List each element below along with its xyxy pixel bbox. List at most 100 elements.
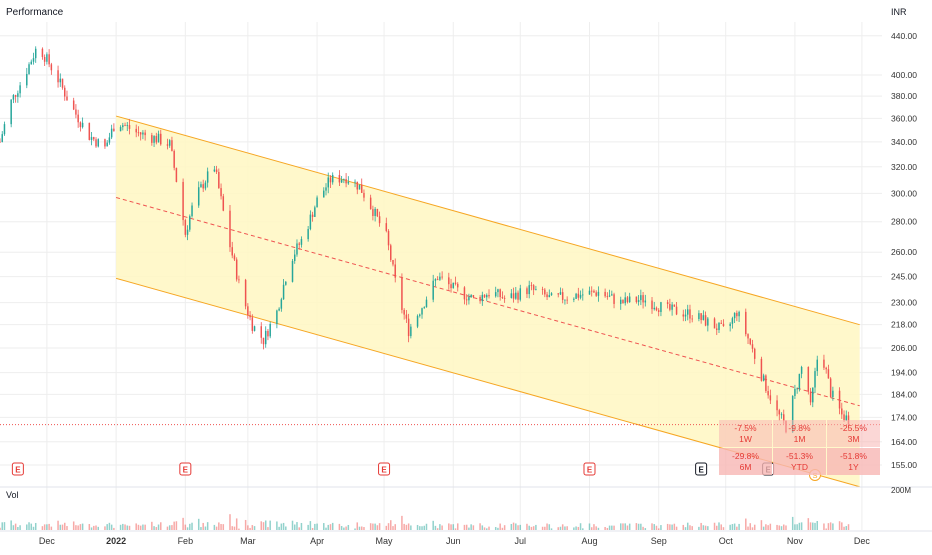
candle <box>564 299 566 305</box>
candle <box>673 304 676 307</box>
earnings-marker[interactable]: E <box>695 462 708 476</box>
candle <box>41 47 44 60</box>
candle <box>3 121 6 136</box>
volume-bar <box>642 526 644 530</box>
volume-bar <box>200 527 202 530</box>
candle <box>34 46 37 63</box>
volume-bar <box>88 524 91 530</box>
candle <box>238 275 240 284</box>
volume-bar <box>452 524 455 530</box>
volume-bar <box>776 524 778 530</box>
candle <box>829 377 832 398</box>
volume-bar <box>231 526 233 530</box>
candle <box>776 395 778 417</box>
volume-bar <box>173 521 175 530</box>
channel-upper-line[interactable] <box>115 115 860 326</box>
candle <box>260 322 263 344</box>
candle <box>369 194 372 210</box>
candle <box>410 323 412 339</box>
volume-bar <box>215 526 218 530</box>
volume-bar <box>282 522 285 530</box>
volume-bar <box>814 522 816 530</box>
earnings-marker[interactable]: E <box>179 462 192 476</box>
candle <box>753 347 756 365</box>
candle <box>32 52 35 65</box>
volume-axis-label: 200M <box>891 486 911 495</box>
candle <box>122 122 124 131</box>
earnings-marker[interactable]: E <box>378 462 391 476</box>
volume-bar <box>197 518 200 530</box>
earnings-marker[interactable]: E <box>11 462 24 476</box>
volume-bar <box>316 523 318 530</box>
candle <box>671 301 673 316</box>
candle <box>579 290 582 300</box>
candle <box>624 292 626 306</box>
volume-bar <box>532 526 535 530</box>
y-tick-label: 245.00 <box>891 272 917 282</box>
candle <box>841 402 843 419</box>
candle <box>79 121 82 132</box>
x-tick-label: Oct <box>719 536 734 546</box>
volume-bar <box>595 526 597 530</box>
candle <box>452 282 455 289</box>
candle <box>390 243 392 262</box>
candle <box>454 276 457 286</box>
volume-bar <box>229 514 231 530</box>
candle <box>544 288 546 298</box>
candle <box>541 286 544 295</box>
candle <box>215 165 218 175</box>
candle <box>168 139 171 148</box>
volume-bar <box>32 526 35 530</box>
y-tick-label: 174.00 <box>891 412 917 422</box>
candle <box>825 366 827 374</box>
candle <box>137 126 140 137</box>
volume-bar <box>530 526 533 530</box>
x-tick-label: Aug <box>581 536 597 546</box>
candle <box>468 293 470 305</box>
volume-bar <box>122 523 124 530</box>
candle <box>347 176 350 185</box>
volume-bar <box>673 523 676 530</box>
candle <box>231 241 233 259</box>
volume-bar <box>785 525 787 530</box>
channel-median-line[interactable] <box>115 196 860 407</box>
earnings-marker[interactable]: E <box>583 462 596 476</box>
performance-value: -7.5% <box>734 423 757 433</box>
volume-layer <box>0 514 850 530</box>
y-tick-label: 380.00 <box>891 91 917 101</box>
volume-bar <box>577 526 580 530</box>
svg-text:E: E <box>183 466 189 475</box>
volume-bar <box>278 526 280 530</box>
candle <box>300 236 303 248</box>
volume-bar <box>387 523 390 530</box>
candle <box>463 286 466 305</box>
performance-cell: -51.3%YTD <box>773 448 826 475</box>
volume-bar <box>291 520 294 530</box>
candle <box>590 286 593 297</box>
volume-bar <box>575 526 577 530</box>
volume-bar <box>358 526 361 530</box>
volume-bar <box>104 526 106 530</box>
volume-bar <box>126 525 129 530</box>
candle <box>108 132 111 145</box>
volume-bar <box>765 524 767 530</box>
candle <box>557 293 559 298</box>
volume-bar <box>135 523 137 530</box>
volume-bar <box>410 525 412 530</box>
x-tick-label: May <box>376 536 394 546</box>
volume-bar <box>293 524 296 530</box>
volume-bar <box>153 526 155 530</box>
volume-bar <box>669 524 671 530</box>
volume-bar <box>106 524 108 530</box>
candle <box>434 278 437 287</box>
candle <box>653 301 655 311</box>
volume-bar <box>479 523 481 530</box>
y-tick-label: 164.00 <box>891 437 917 447</box>
candle <box>747 333 749 344</box>
volume-bar <box>823 523 825 530</box>
volume-bar <box>1 522 3 530</box>
candle <box>765 374 767 393</box>
candle <box>128 119 131 135</box>
candle <box>0 138 1 143</box>
candle <box>535 285 537 291</box>
